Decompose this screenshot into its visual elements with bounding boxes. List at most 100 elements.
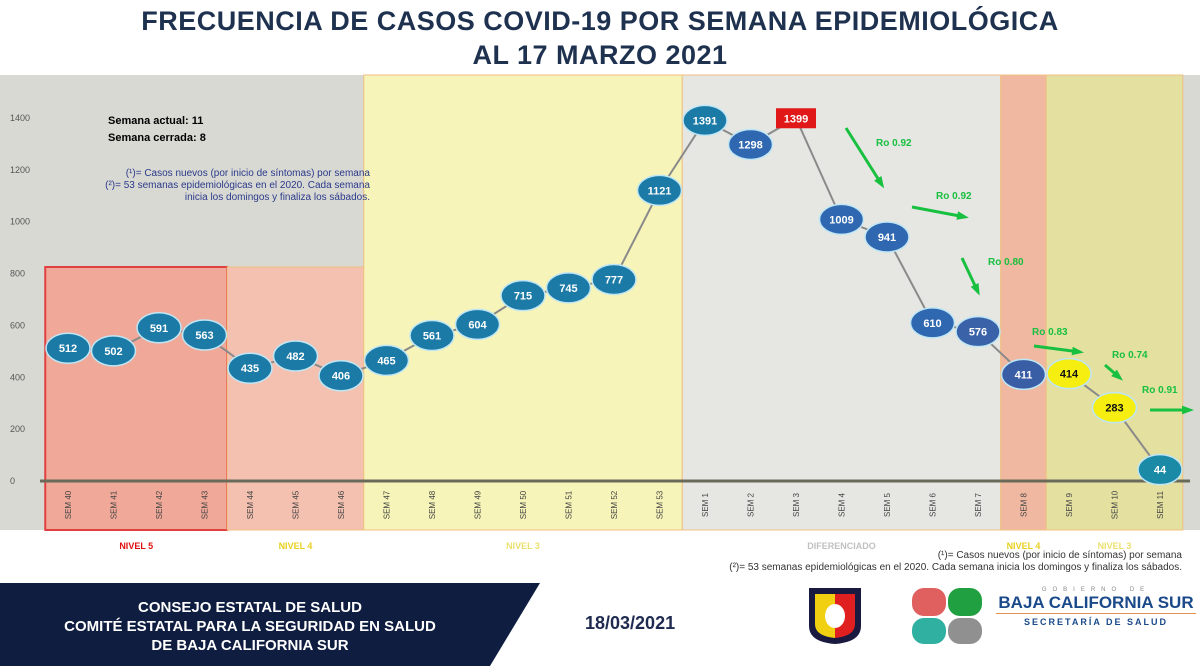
ro-label: Ro 0.91: [1142, 385, 1178, 396]
x-tick-label: SEM 51: [565, 490, 574, 519]
closed-week: Semana cerrada: 8: [108, 132, 206, 144]
bcs-wordmark: GOBIERNO DE BAJA CALIFORNIA SUR SECRETAR…: [996, 587, 1196, 627]
ro-label: Ro 0.74: [1112, 350, 1148, 361]
data-point: [1046, 357, 1092, 390]
data-label: 283: [1105, 403, 1123, 415]
y-tick-label: 1400: [10, 113, 30, 123]
data-label: 591: [150, 323, 168, 335]
data-label: 941: [878, 232, 896, 244]
y-tick-label: 0: [10, 476, 15, 486]
ro-arrow: [911, 205, 966, 219]
data-label: 1298: [738, 139, 762, 151]
x-tick-label: SEM 47: [383, 490, 392, 519]
ro-arrowhead: [1182, 405, 1194, 415]
note-1-bottom: (¹)= Casos nuevos (por inicio de síntoma…: [937, 550, 1182, 561]
data-point: [636, 174, 683, 207]
data-label: 715: [514, 291, 532, 303]
ro-arrowhead: [874, 176, 885, 189]
data-label: 777: [605, 275, 623, 287]
x-tick-label: SEM 45: [292, 490, 301, 519]
data-point: [454, 308, 501, 341]
current-week: Semana actual: 11: [108, 115, 204, 127]
data-point: [545, 272, 592, 304]
notes-bottom: (¹)= Casos nuevos (por inicio de síntoma…: [560, 550, 1182, 574]
note-2b: inicia los domingos y finaliza los sábad…: [184, 192, 370, 203]
y-tick-label: 1200: [10, 165, 30, 175]
ro-label: Ro 0.92: [876, 138, 912, 149]
x-tick-label: SEM 53: [656, 490, 665, 519]
chart-subtitle: AL 17 MARZO 2021: [472, 40, 728, 70]
data-label: 435: [241, 363, 259, 375]
data-point: [45, 332, 91, 364]
data-label: 576: [969, 327, 987, 339]
data-label: 604: [468, 319, 487, 331]
x-tick-label: SEM 6: [929, 492, 938, 517]
footer-line-2: COMITÉ ESTATAL PARA LA SEGURIDAD EN SALU…: [64, 618, 436, 635]
x-tick-label: SEM 9: [1065, 492, 1074, 517]
data-label: 1009: [829, 214, 853, 226]
x-tick-label: SEM 50: [519, 490, 528, 519]
data-point: [500, 279, 546, 312]
data-point: [136, 312, 182, 344]
data-point: [864, 221, 910, 253]
x-tick-label: SEM 11: [1156, 491, 1165, 519]
level-region: [1000, 74, 1047, 531]
logo-gobierno: GOBIERNO DE: [1041, 587, 1151, 593]
ro-label: Ro 0.80: [988, 257, 1024, 268]
logo-sub: SECRETARÍA DE SALUD: [1023, 617, 1168, 627]
data-point: [181, 319, 228, 351]
notes-top: (¹)= Casos nuevos (por inicio de síntoma…: [60, 168, 370, 204]
chart: NIVEL 5 NIVEL 4 NIVEL 3 DIFERENCIADO NIVEL 4…: [0, 74, 1200, 551]
bcs-emblem-logo: [912, 588, 982, 644]
y-tick-label: 1000: [10, 217, 30, 227]
x-tick-label: SEM 10: [1111, 490, 1120, 519]
data-label: 465: [377, 355, 395, 367]
x-tick-label: SEM 44: [246, 490, 255, 519]
level-label: NIVEL 4: [1007, 541, 1041, 551]
data-label: 1399: [784, 113, 808, 125]
data-label: 406: [332, 371, 350, 383]
data-point: [591, 263, 637, 296]
data-label: 1391: [693, 115, 717, 127]
footer: CONSEJO ESTATAL DE SALUD COMITÉ ESTATAL …: [0, 583, 1200, 666]
data-point: [409, 319, 455, 352]
ro-label: Ro 0.92: [936, 191, 972, 202]
level-label: NIVEL 4: [279, 541, 313, 551]
data-label: 563: [195, 330, 213, 342]
data-label: 561: [423, 331, 441, 343]
data-point: [272, 340, 319, 372]
data-label: 512: [59, 343, 77, 355]
chart-title: FRECUENCIA DE CASOS COVID-19 POR SEMANA …: [141, 6, 1059, 36]
level-region: [226, 266, 365, 531]
ro-label: Ro 0.83: [1032, 327, 1068, 338]
x-tick-label: SEM 49: [474, 490, 483, 519]
data-point: [955, 315, 1001, 348]
ro-arrowhead: [970, 283, 980, 296]
y-tick-label: 400: [10, 372, 25, 382]
data-point: [727, 128, 774, 161]
x-tick-label: SEM 46: [337, 490, 346, 519]
ro-arrowhead: [956, 211, 969, 220]
footer-date: 18/03/2021: [585, 613, 676, 633]
data-point: [1000, 358, 1047, 391]
level-label: DIFERENCIADO: [807, 541, 876, 551]
note-2a: (²)= 53 semanas epidemiológicas en el 20…: [105, 180, 370, 191]
data-point: [318, 359, 364, 392]
data-label: 482: [286, 351, 304, 363]
x-tick-label: SEM 7: [974, 492, 983, 517]
y-tick-label: 800: [10, 269, 25, 279]
footer-org: CONSEJO ESTATAL DE SALUD COMITÉ ESTATAL …: [0, 598, 500, 655]
state-shield-logo: [809, 588, 861, 644]
x-tick-label: SEM 4: [838, 492, 847, 517]
data-label: 610: [923, 318, 941, 330]
x-tick-label: SEM 40: [64, 490, 73, 519]
x-tick-label: SEM 48: [428, 490, 437, 519]
data-label: 1121: [648, 185, 672, 197]
x-tick-label: SEM 41: [110, 490, 119, 519]
x-tick-label: SEM 5: [883, 492, 892, 517]
ro-arrowhead: [1071, 346, 1084, 356]
data-point: [682, 104, 728, 137]
level-region: [44, 266, 229, 531]
data-point: [818, 203, 865, 236]
x-tick-label: SEM 52: [610, 490, 619, 519]
